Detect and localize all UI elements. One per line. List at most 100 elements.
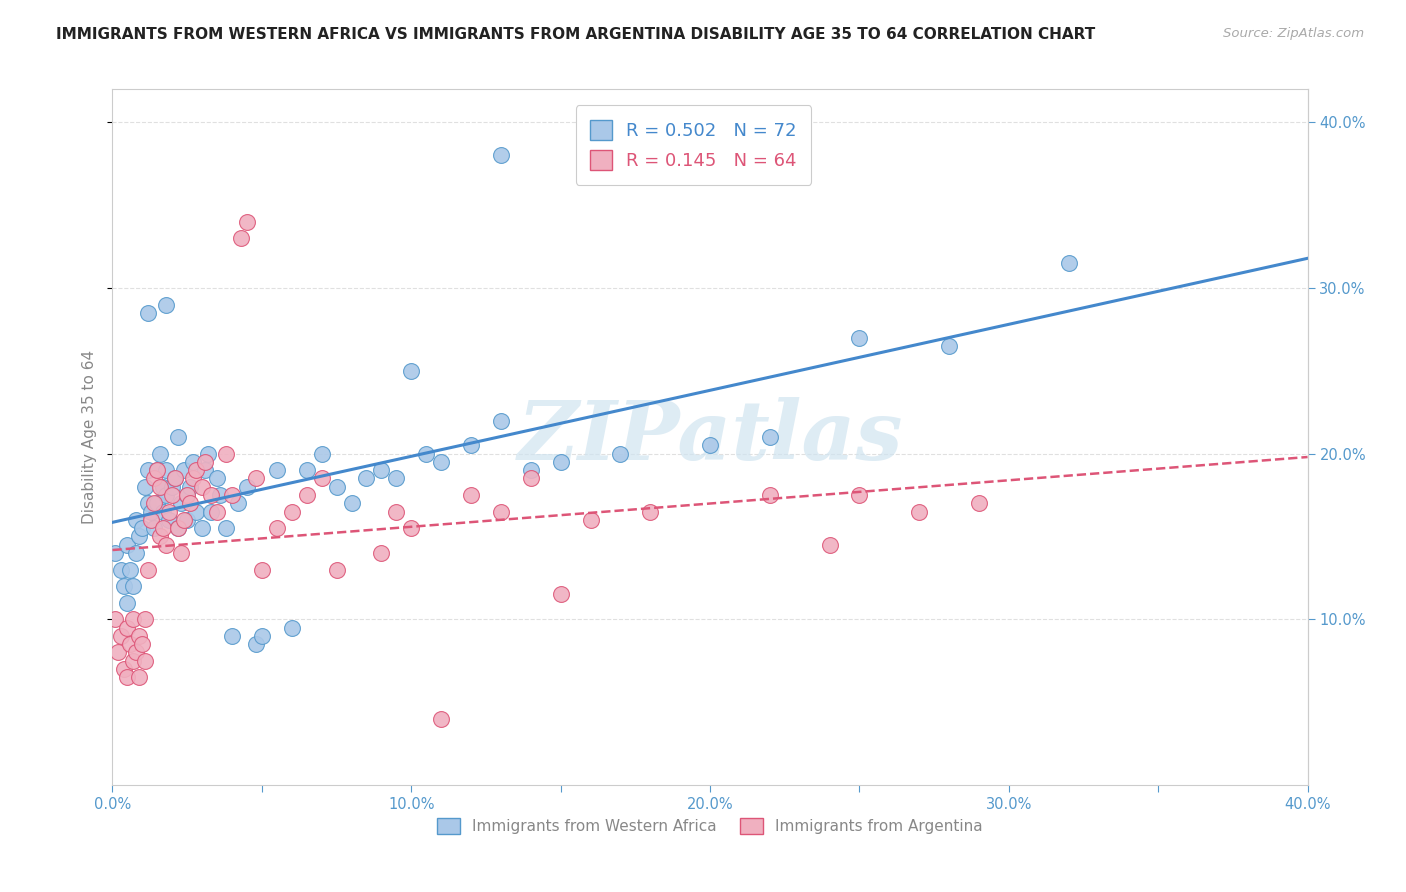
Point: [759, 430, 782, 444]
Point: [152, 505, 174, 519]
Point: [311, 471, 333, 485]
Point: [179, 496, 201, 510]
Point: [176, 488, 198, 502]
Point: [245, 471, 267, 485]
Point: [141, 505, 163, 519]
Point: [110, 629, 132, 643]
Point: [186, 505, 208, 519]
Point: [104, 546, 127, 560]
Point: [162, 488, 183, 502]
Point: [181, 455, 204, 469]
Point: [370, 546, 392, 560]
Point: [489, 505, 512, 519]
Point: [520, 471, 543, 485]
Point: [818, 538, 841, 552]
Point: [104, 612, 127, 626]
Point: [138, 563, 160, 577]
Point: [759, 488, 782, 502]
Point: [401, 521, 423, 535]
Point: [131, 637, 153, 651]
Point: [385, 505, 408, 519]
Point: [155, 463, 177, 477]
Point: [143, 521, 166, 535]
Point: [281, 505, 304, 519]
Point: [138, 496, 160, 510]
Point: [176, 488, 198, 502]
Point: [236, 215, 259, 229]
Point: [167, 521, 190, 535]
Point: [186, 463, 208, 477]
Point: [110, 563, 132, 577]
Point: [848, 331, 870, 345]
Point: [176, 513, 198, 527]
Point: [131, 521, 153, 535]
Text: Source: ZipAtlas.com: Source: ZipAtlas.com: [1223, 27, 1364, 40]
Point: [181, 471, 204, 485]
Point: [162, 480, 183, 494]
Point: [250, 629, 273, 643]
Point: [152, 480, 174, 494]
Point: [848, 488, 870, 502]
Point: [460, 438, 482, 452]
Point: [460, 488, 482, 502]
Point: [699, 438, 721, 452]
Point: [125, 546, 148, 560]
Point: [173, 463, 195, 477]
Point: [295, 463, 318, 477]
Legend: Immigrants from Western Africa, Immigrants from Argentina: Immigrants from Western Africa, Immigran…: [432, 812, 988, 840]
Point: [236, 480, 259, 494]
Point: [325, 480, 347, 494]
Point: [194, 455, 217, 469]
Point: [128, 629, 150, 643]
Point: [149, 480, 172, 494]
Point: [114, 662, 135, 676]
Point: [205, 471, 228, 485]
Point: [134, 612, 156, 626]
Point: [266, 463, 288, 477]
Point: [141, 513, 163, 527]
Point: [134, 480, 156, 494]
Point: [415, 447, 437, 461]
Point: [146, 463, 169, 477]
Point: [165, 471, 187, 485]
Point: [550, 587, 572, 601]
Point: [967, 496, 990, 510]
Point: [385, 471, 408, 485]
Point: [149, 447, 172, 461]
Point: [125, 513, 148, 527]
Point: [200, 505, 222, 519]
Point: [120, 563, 142, 577]
Point: [170, 546, 193, 560]
Point: [281, 621, 304, 635]
Point: [122, 612, 145, 626]
Point: [200, 488, 222, 502]
Point: [245, 637, 267, 651]
Point: [165, 471, 187, 485]
Point: [266, 521, 288, 535]
Point: [430, 455, 453, 469]
Point: [205, 505, 228, 519]
Point: [489, 413, 512, 427]
Text: ZIPatlas: ZIPatlas: [517, 397, 903, 477]
Point: [250, 563, 273, 577]
Point: [155, 488, 177, 502]
Point: [226, 496, 249, 510]
Point: [122, 579, 145, 593]
Point: [173, 513, 195, 527]
Point: [356, 471, 378, 485]
Point: [340, 496, 363, 510]
Point: [908, 505, 931, 519]
Point: [138, 463, 160, 477]
Point: [221, 488, 243, 502]
Point: [125, 645, 148, 659]
Point: [149, 529, 172, 543]
Point: [215, 447, 238, 461]
Point: [146, 463, 169, 477]
Point: [215, 521, 238, 535]
Point: [609, 447, 631, 461]
Point: [117, 670, 139, 684]
Point: [128, 529, 150, 543]
Point: [229, 231, 252, 245]
Point: [143, 471, 166, 485]
Point: [170, 496, 193, 510]
